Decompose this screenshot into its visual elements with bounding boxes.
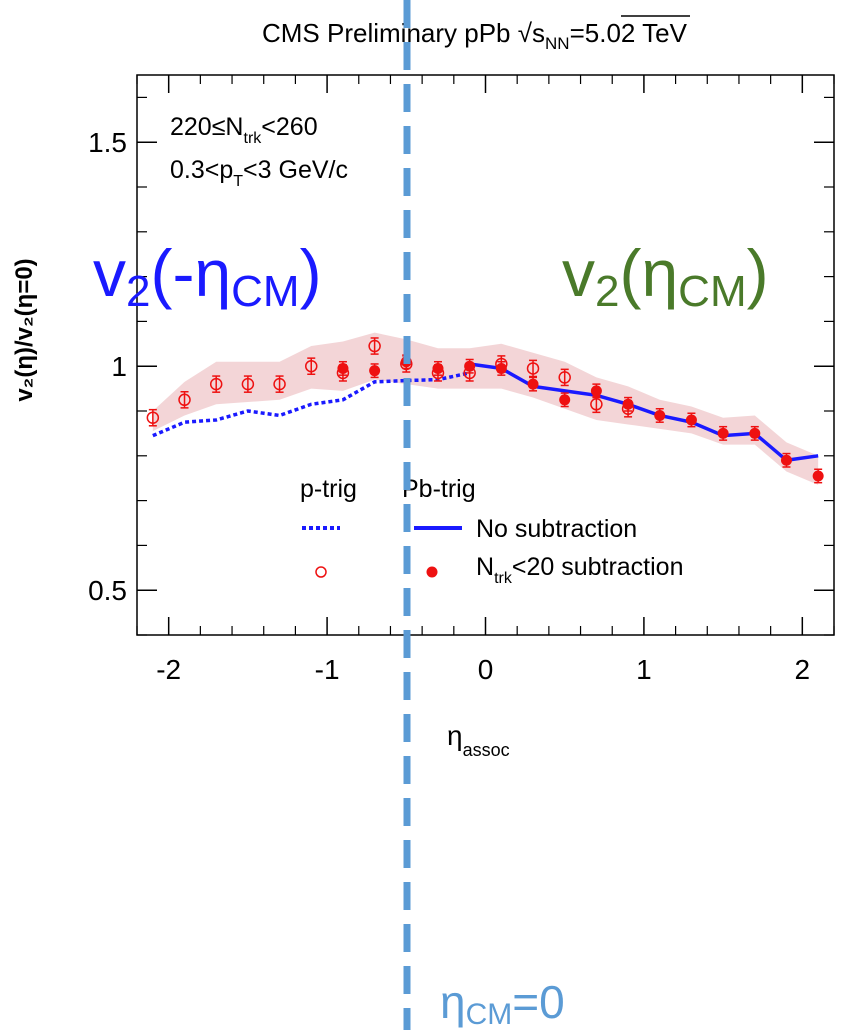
legend-subtraction: Ntrk<20 subtraction — [476, 553, 684, 587]
x-tick-label: -1 — [315, 654, 340, 685]
x-axis-label-sub: assoc — [463, 740, 510, 760]
cut-pt-sub: T — [233, 173, 243, 190]
header-s: s — [532, 18, 545, 48]
overlay-left-label: v2(-ηCM) — [93, 236, 322, 316]
data-point-open — [368, 339, 381, 353]
sqrt-symbol: √ — [518, 18, 533, 48]
data-point-filled — [527, 378, 539, 390]
axes-layer: -2 -1 0 1 2 0.5 1 1.5 — [88, 75, 835, 685]
series-layer — [146, 337, 824, 484]
x-axis-label-main: η — [447, 720, 463, 751]
series-line-0 — [152, 371, 471, 438]
x-tick-label: -2 — [156, 654, 181, 685]
data-point-open — [209, 377, 223, 391]
header-energy: =5.02 TeV — [570, 18, 688, 48]
overlay-right-sub2: CM — [678, 267, 746, 316]
header-sqrt-sub: NN — [545, 34, 570, 53]
data-point-filled — [432, 362, 444, 374]
data-point-filled — [654, 409, 666, 421]
overlay-left-v: v — [93, 236, 126, 310]
legend-sub-sub: trk — [494, 570, 513, 587]
overlay-divider-sub: CM — [466, 998, 513, 1030]
data-point-filled — [780, 454, 792, 466]
cut-pt: 0.3<pT<3 GeV/c — [170, 156, 348, 190]
data-point-open — [241, 377, 255, 391]
cut-ntrk-main: 220≤N — [170, 113, 244, 141]
legend-open-circle — [315, 566, 327, 578]
overlay-divider-label: ηCM=0 — [440, 976, 565, 1030]
systematic-band — [152, 332, 819, 485]
legend-header-pbtrig: Pb-trig — [402, 475, 476, 503]
cut-pt-main: 0.3<p — [170, 156, 233, 184]
legend-filled-circle — [426, 566, 438, 578]
data-point-open — [146, 411, 160, 424]
x-tick-label: 0 — [478, 654, 494, 685]
overlay-divider-rest: =0 — [512, 976, 564, 1028]
data-point-open — [273, 377, 286, 391]
data-point-filled — [559, 394, 571, 406]
overlay-left-close: ) — [300, 236, 322, 310]
legend-sub-main: N — [476, 553, 494, 581]
header-title: CMS Preliminary pPb — [262, 18, 518, 48]
overlay-right-open: (η — [619, 236, 678, 310]
data-point-filled — [495, 362, 507, 374]
data-point-filled — [717, 427, 729, 439]
data-point-open — [178, 393, 191, 407]
data-point-open — [305, 359, 318, 373]
x-axis-label: ηassoc — [447, 720, 510, 760]
cut-pt-rest: <3 GeV/c — [243, 156, 348, 184]
overlay-right-sub: 2 — [595, 267, 619, 316]
overlay-right-v: v — [562, 236, 595, 310]
y-tick-label: 1 — [111, 351, 127, 382]
overlay-left-sub: 2 — [126, 267, 150, 316]
x-tick-label: 2 — [795, 654, 811, 685]
overlay-left-open: (-η — [150, 236, 231, 310]
legend-sub-rest: <20 subtraction — [512, 553, 684, 581]
overlay-left-sub2: CM — [231, 267, 299, 316]
data-point-filled — [590, 385, 602, 397]
plot-frame — [136, 74, 835, 636]
overlay-right-close: ) — [747, 236, 769, 310]
legend-header-ptrig: p-trig — [300, 475, 357, 503]
cut-ntrk: 220≤Ntrk<260 — [170, 113, 318, 147]
y-tick-label: 1.5 — [88, 127, 127, 158]
cut-ntrk-rest: <260 — [261, 113, 317, 141]
systematic-band-layer — [152, 332, 819, 485]
data-point-open — [558, 371, 571, 384]
data-point-open — [526, 362, 540, 375]
data-point-filled — [685, 414, 697, 426]
y-axis-label: v₂(η)/v₂(η=0) — [11, 258, 38, 401]
data-point-filled — [337, 362, 349, 374]
overlay-right-label: v2(ηCM) — [562, 236, 769, 316]
data-point-filled — [812, 470, 824, 482]
data-point-filled — [622, 398, 634, 410]
legend-no-subtraction: No subtraction — [476, 515, 637, 543]
overlay-divider-eta: η — [440, 976, 466, 1028]
x-tick-label: 1 — [636, 654, 652, 685]
y-tick-label: 0.5 — [88, 575, 127, 606]
data-point-filled — [464, 360, 476, 372]
data-point-filled — [369, 365, 381, 377]
y-axis-label-text: v₂(η)/v₂(η=0) — [11, 258, 38, 401]
cut-ntrk-sub: trk — [244, 130, 263, 147]
data-point-filled — [749, 427, 761, 439]
data-point-open — [590, 398, 603, 411]
chart-header: CMS Preliminary pPb √sNN=5.02 TeV — [262, 18, 688, 53]
